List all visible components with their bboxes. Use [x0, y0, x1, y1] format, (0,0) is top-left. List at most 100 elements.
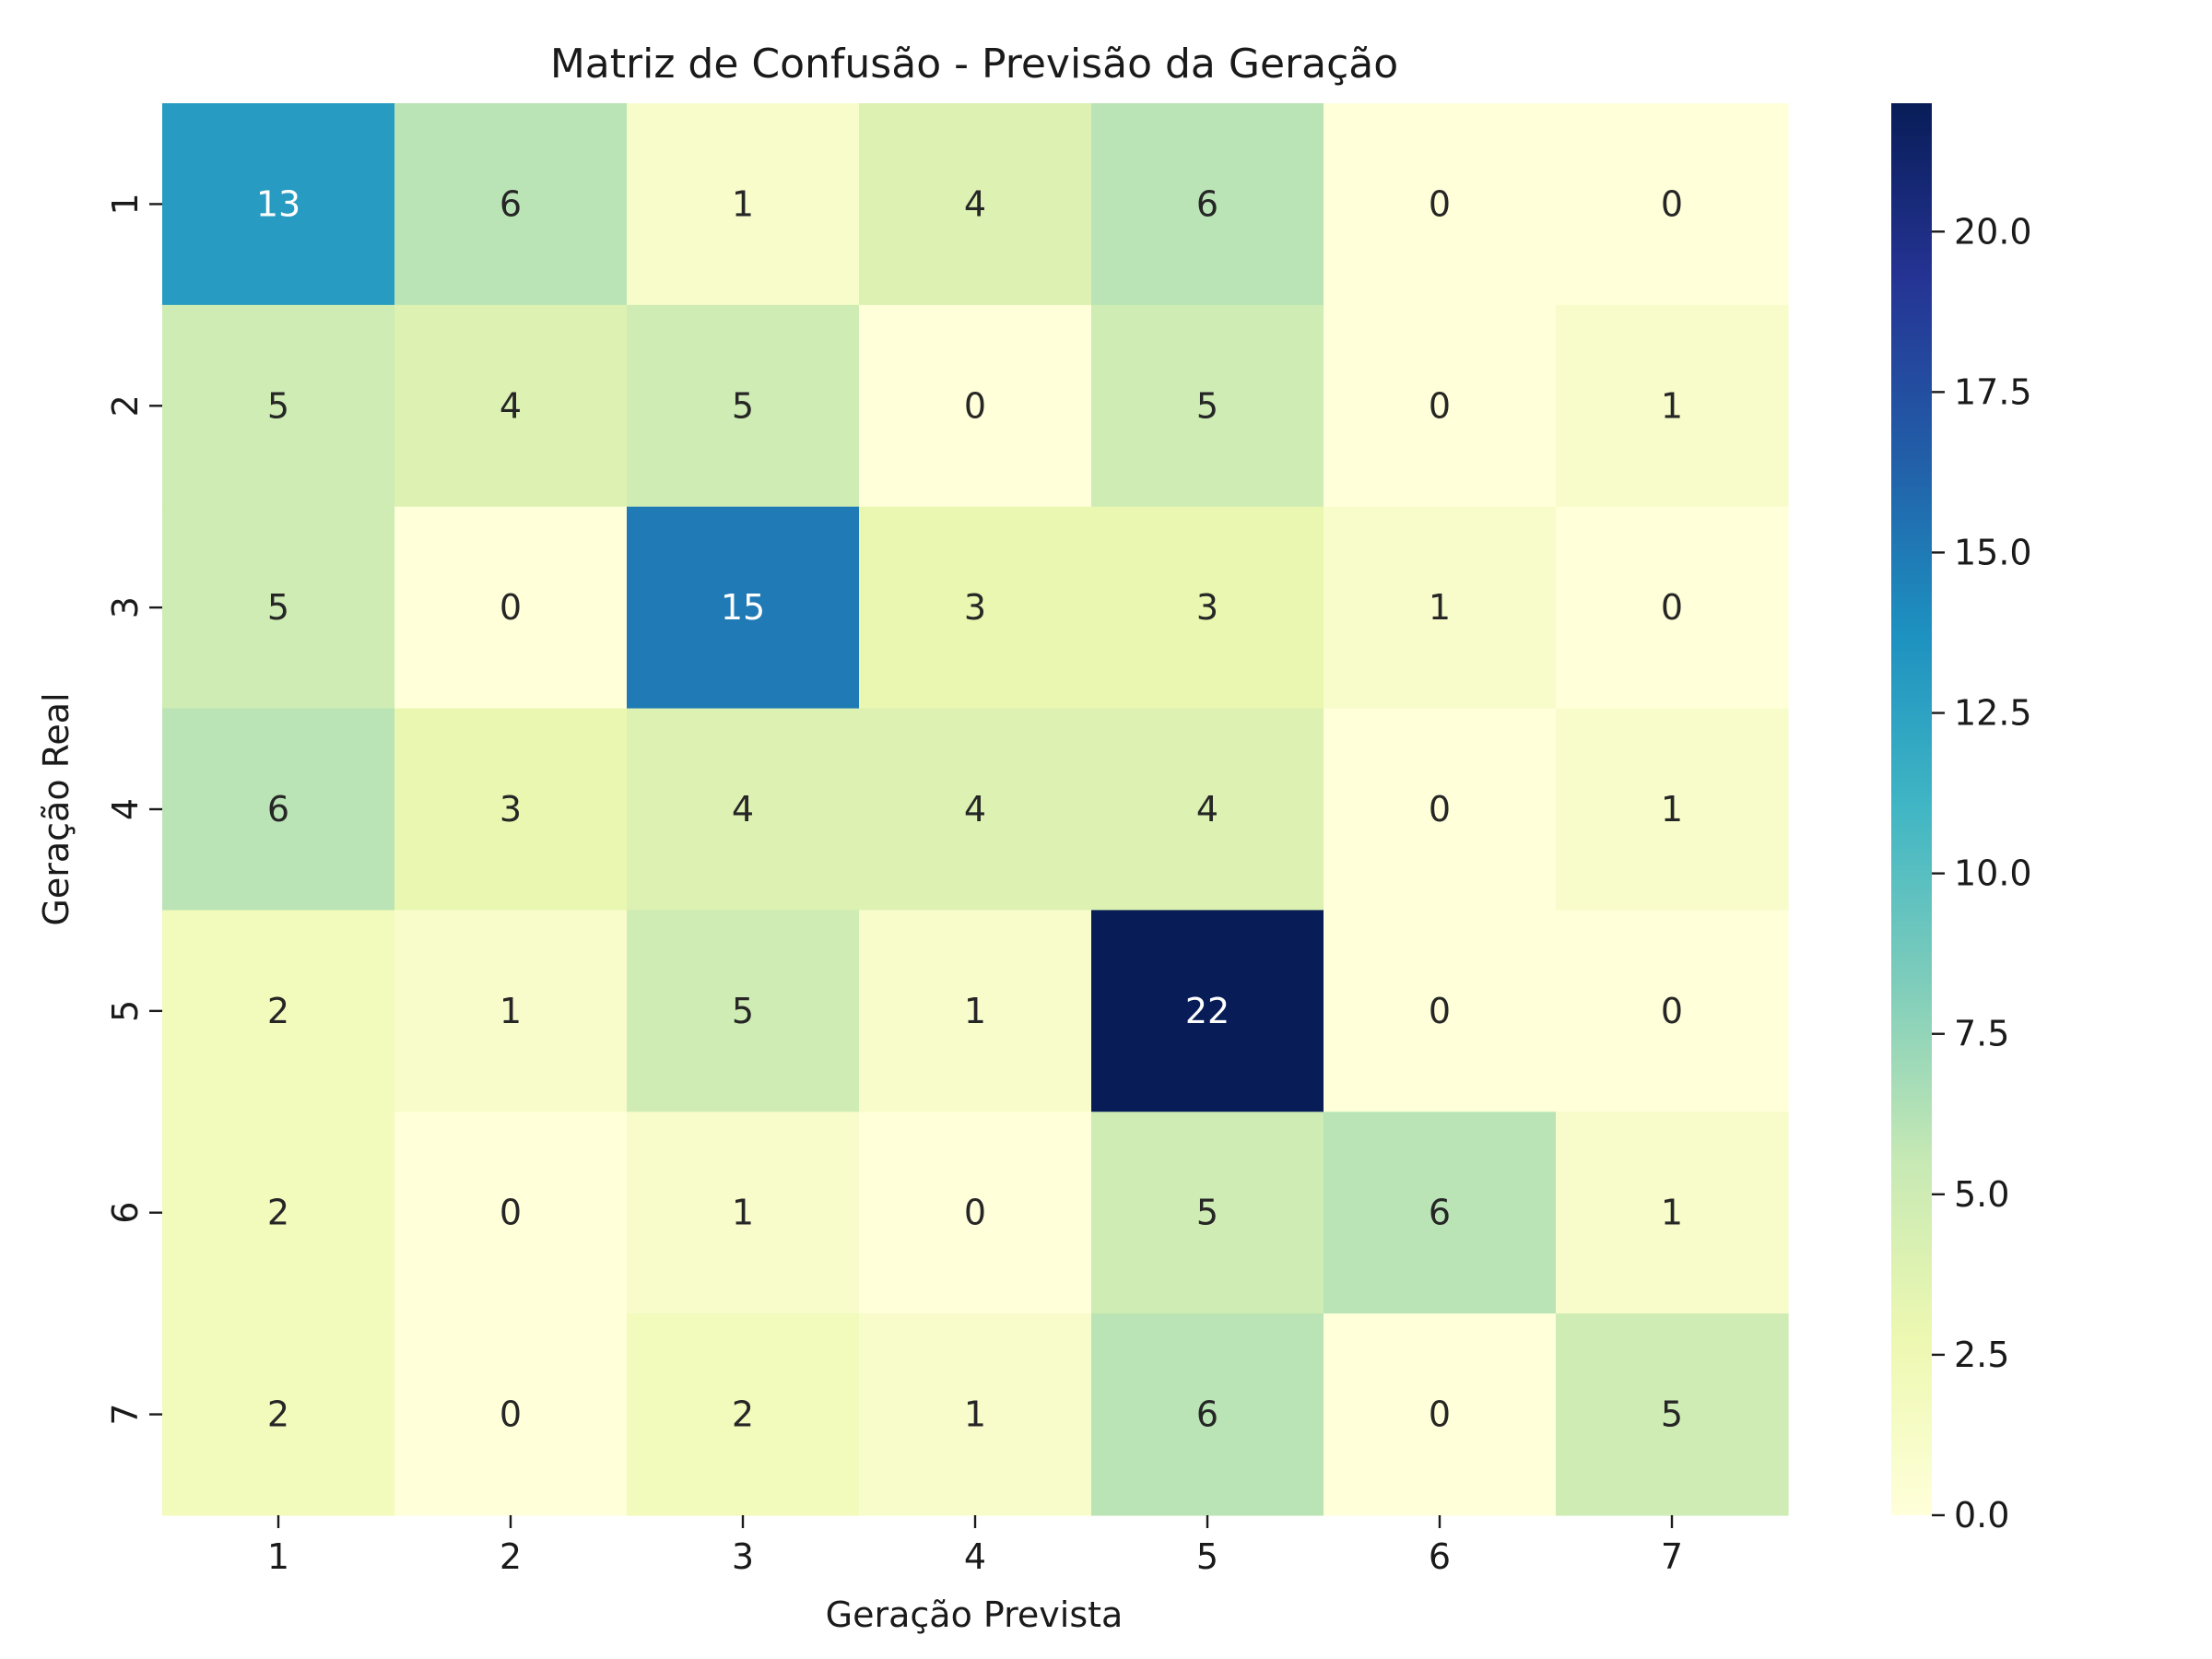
heatmap-cell	[859, 506, 1092, 710]
cell-value-label: 4	[500, 385, 522, 426]
y-tick-label: 3	[105, 596, 146, 618]
heatmap-cell	[1091, 304, 1324, 508]
y-axis-ticks: 1 2 3 4 5 6 7	[105, 193, 162, 1426]
heatmap-cell	[394, 304, 628, 508]
heatmap-cell	[162, 708, 395, 912]
heatmap-cell	[394, 1112, 628, 1314]
cell-value-label: 5	[1196, 1193, 1218, 1233]
heatmap-cell	[1556, 304, 1789, 508]
cell-value-label: 0	[1429, 1394, 1451, 1435]
heatmap-cell	[859, 103, 1092, 306]
cell-value-label: 3	[1196, 587, 1218, 628]
heatmap-cell	[394, 910, 628, 1112]
x-tick-label: 5	[1196, 1536, 1218, 1577]
cell-value-label: 4	[964, 183, 986, 224]
heatmap-cell	[1091, 1313, 1324, 1516]
heatmap-cell	[1324, 910, 1557, 1112]
cell-value-label: 0	[1429, 183, 1451, 224]
cell-value-label: 5	[732, 991, 754, 1031]
cell-value-label: 0	[1429, 385, 1451, 426]
heatmap-cell	[1324, 708, 1557, 912]
cell-value-label: 3	[964, 587, 986, 628]
y-tick-label: 4	[105, 798, 146, 820]
heatmap-cell	[162, 304, 395, 508]
heatmap-cell	[1324, 506, 1557, 710]
heatmap-cell	[1091, 506, 1324, 710]
x-axis-label: Geração Prevista	[826, 1594, 1124, 1635]
heatmap-cells	[162, 103, 1789, 1516]
cell-value-label: 6	[267, 789, 289, 830]
x-tick-label: 7	[1661, 1536, 1683, 1577]
heatmap-cell	[859, 910, 1092, 1112]
heatmap-cell	[1091, 708, 1324, 912]
heatmap-cell	[394, 708, 628, 912]
cell-value-label: 1	[1661, 385, 1683, 426]
cell-value-label: 4	[732, 789, 754, 830]
heatmap-cell	[1556, 1112, 1789, 1314]
colorbar-tick-label: 10.0	[1954, 853, 2032, 894]
cell-value-label: 3	[500, 789, 522, 830]
cell-value-label: 0	[1429, 789, 1451, 830]
colorbar-gradient	[1891, 103, 1932, 1515]
cell-value-label: 4	[1196, 789, 1218, 830]
cell-value-label: 5	[267, 385, 289, 426]
cell-value-label: 6	[1196, 183, 1218, 224]
heatmap-cell	[1556, 910, 1789, 1112]
heatmap-cell	[1556, 1313, 1789, 1516]
heatmap-cell	[1091, 1112, 1324, 1314]
cell-value-label: 2	[267, 991, 289, 1031]
heatmap-cell	[1091, 103, 1324, 306]
x-tick-label: 4	[964, 1536, 986, 1577]
heatmap-cell	[162, 1112, 395, 1314]
heatmap-cell	[627, 708, 860, 912]
cell-value-label: 1	[1661, 789, 1683, 830]
cell-value-label: 1	[500, 991, 522, 1031]
heatmap-cell	[1556, 506, 1789, 710]
heatmap-cell	[1324, 304, 1557, 508]
y-tick-label: 5	[105, 1000, 146, 1022]
cell-value-label: 0	[500, 1394, 522, 1435]
x-axis-ticks: 1 2 3 4 5 6 7	[267, 1515, 1683, 1577]
cell-value-label: 0	[500, 1193, 522, 1233]
cell-value-label: 5	[1661, 1394, 1683, 1435]
heatmap-cell	[627, 910, 860, 1112]
colorbar-tick-label: 5.0	[1954, 1174, 2009, 1215]
cell-value-label: 2	[267, 1394, 289, 1435]
heatmap-cell	[1091, 910, 1324, 1112]
colorbar-tick-label: 7.5	[1954, 1014, 2009, 1054]
chart-title: Matriz de Confusão - Previsão da Geração	[550, 41, 1398, 88]
cell-value-label: 0	[1661, 183, 1683, 224]
heatmap-cell	[1324, 103, 1557, 306]
cell-value-label: 1	[964, 991, 986, 1031]
colorbar: 0.0 2.5 5.0 7.5 10.0 12.5 15.0 17.5 20.0	[1891, 103, 2032, 1535]
x-tick-label: 1	[267, 1536, 289, 1577]
cell-value-label: 5	[267, 587, 289, 628]
cell-value-label: 0	[1661, 991, 1683, 1031]
cell-value-label: 0	[964, 385, 986, 426]
heatmap-cell	[1324, 1313, 1557, 1516]
cell-value-label: 1	[1429, 587, 1451, 628]
cell-value-label: 2	[732, 1394, 754, 1435]
heatmap-cell	[627, 1313, 860, 1516]
colorbar-ticks: 0.0 2.5 5.0 7.5 10.0 12.5 15.0 17.5 20.0	[1932, 211, 2032, 1535]
cell-value-label: 1	[732, 183, 754, 224]
y-axis-label: Geração Real	[36, 692, 76, 925]
cell-value-label: 2	[267, 1193, 289, 1233]
cell-value-label: 5	[1196, 385, 1218, 426]
heatmap-cell	[627, 103, 860, 306]
heatmap-cell-labels: 13 6 1 4 6 0 05 4 5 0 5 0 15 0 15 3 3 1 06 3 4 4 4 0 12 1 5 1 22 0 02 0…	[256, 183, 1683, 1434]
y-tick-label: 6	[105, 1202, 146, 1224]
cell-value-label: 6	[1196, 1394, 1218, 1435]
cell-value-label: 5	[732, 385, 754, 426]
cell-value-label: 0	[1429, 991, 1451, 1031]
x-tick-label: 3	[732, 1536, 754, 1577]
heatmap-cell	[394, 506, 628, 710]
heatmap-cell	[627, 304, 860, 508]
cell-value-label: 15	[721, 587, 765, 628]
colorbar-tick-label: 15.0	[1954, 532, 2032, 572]
heatmap-cell	[162, 1313, 395, 1516]
heatmap-cell	[627, 1112, 860, 1314]
cell-value-label: 6	[500, 183, 522, 224]
colorbar-tick-label: 17.5	[1954, 371, 2032, 412]
